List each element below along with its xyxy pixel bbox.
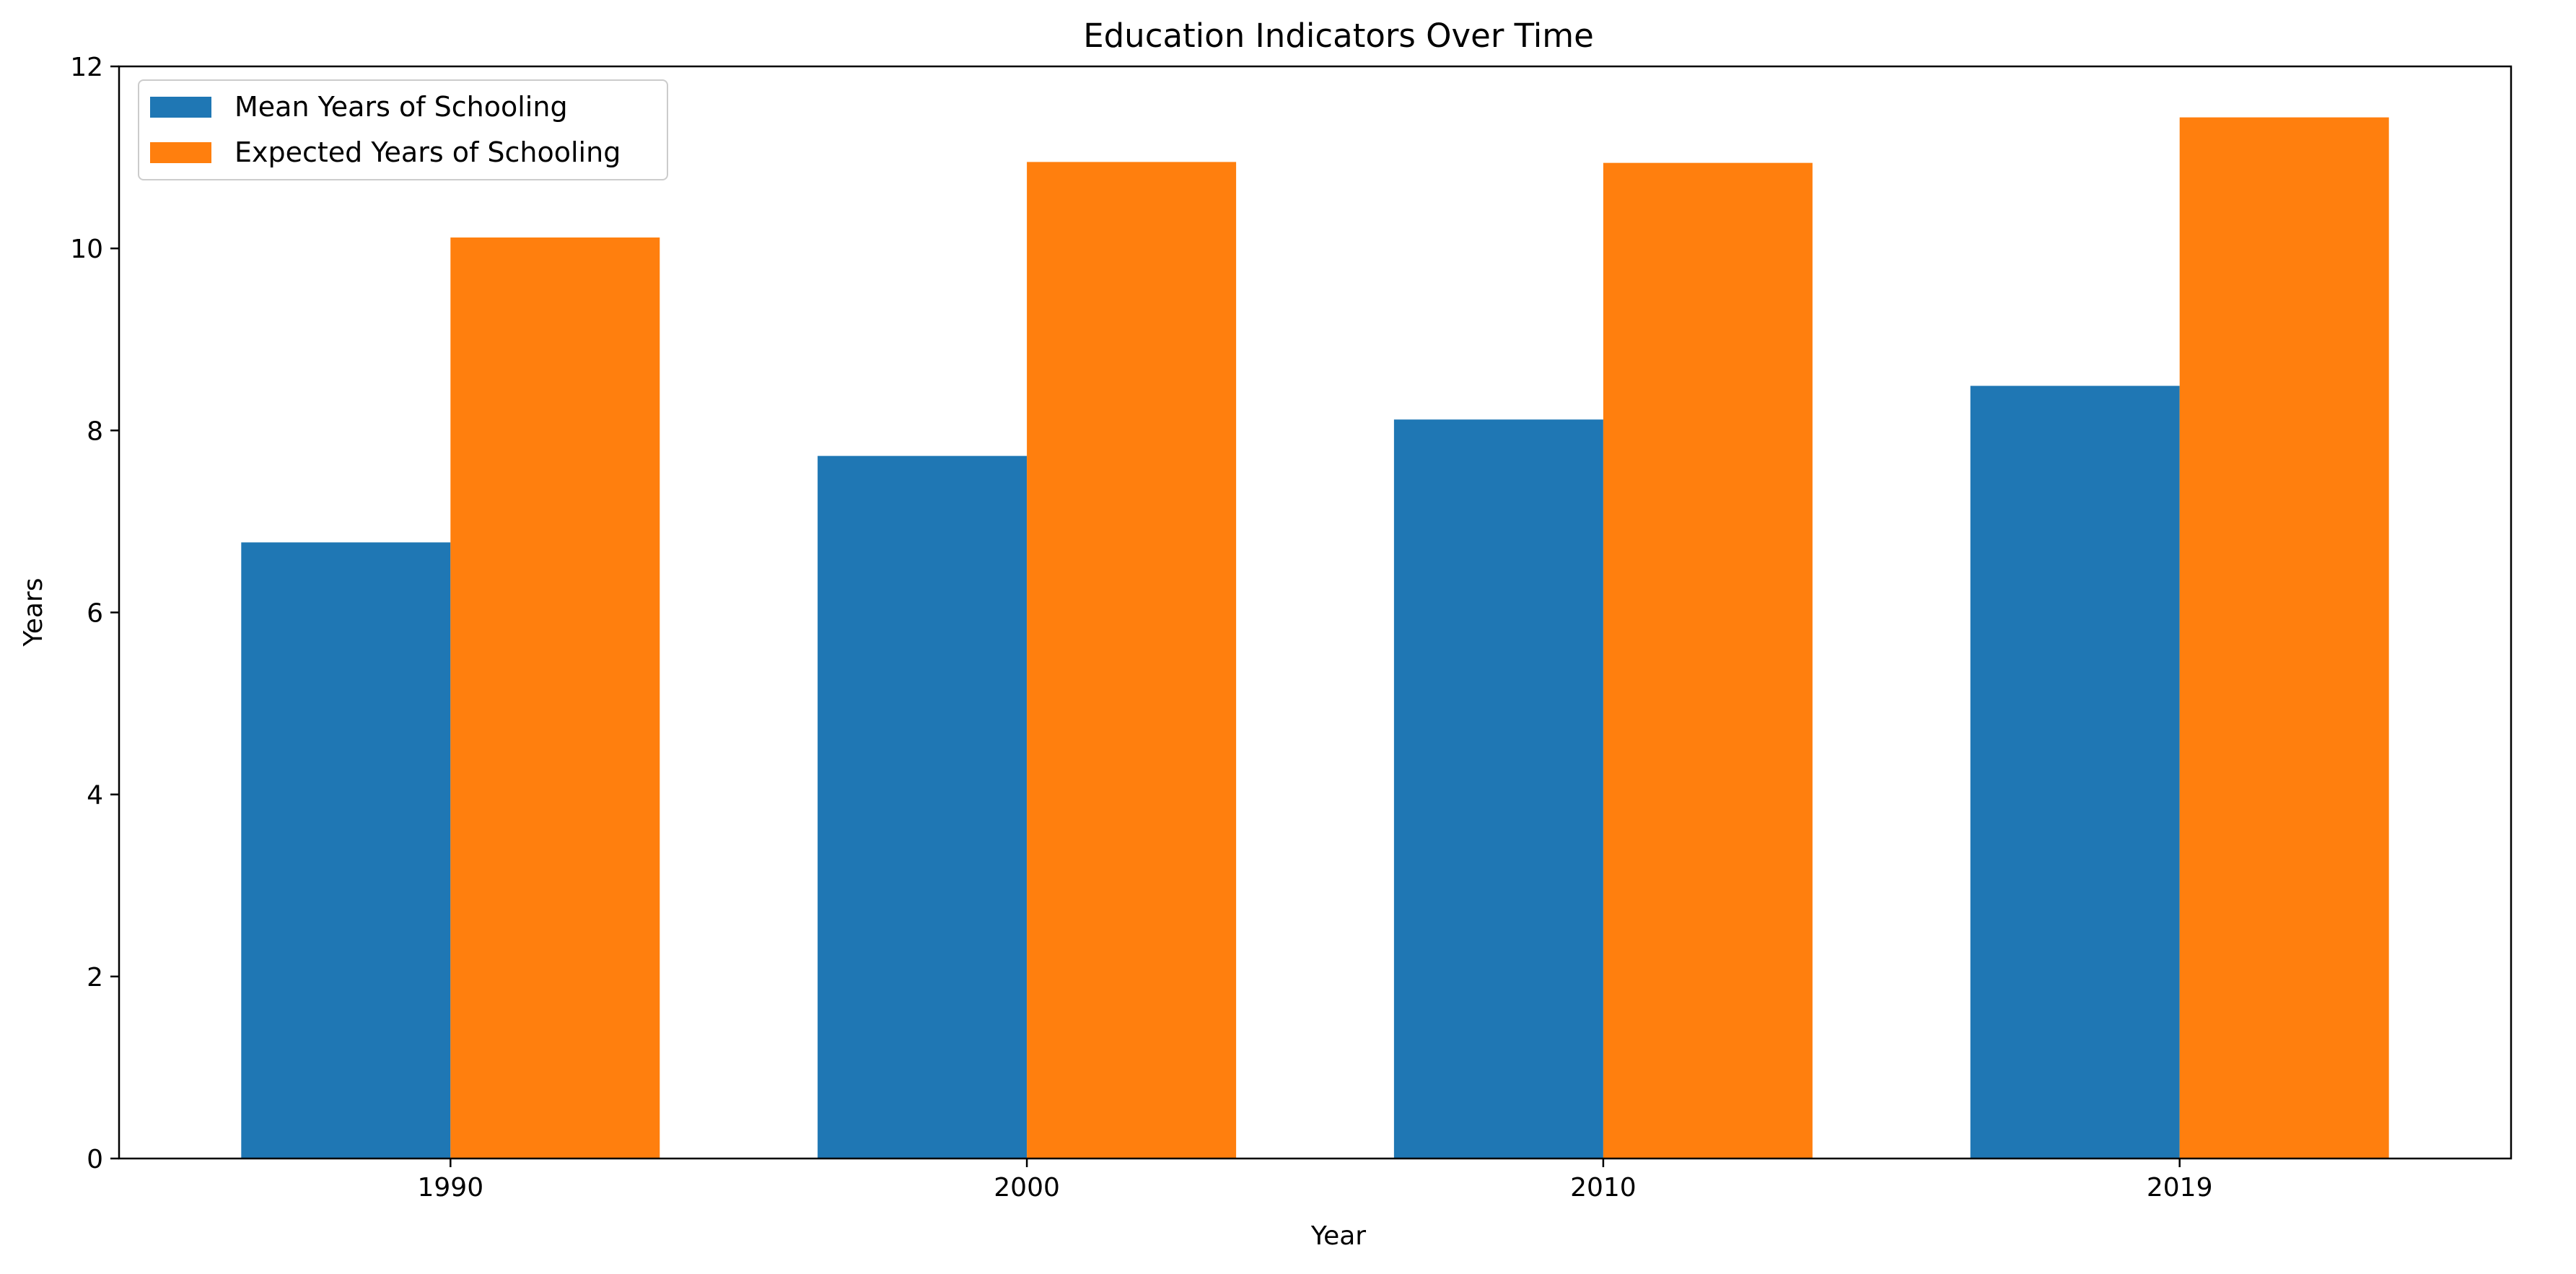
y-tick-label-2: 2 [87, 963, 103, 992]
bar-mean-2000 [818, 455, 1028, 1159]
y-tick-label-4: 4 [87, 781, 103, 811]
legend-frame [138, 79, 668, 180]
bar-expected-1990 [450, 237, 660, 1159]
y-axis-ticks: 0 2 4 6 8 10 12 [70, 53, 119, 1174]
legend-swatch-expected [150, 142, 211, 163]
legend: Mean Years of Schooling Expected Years of… [138, 79, 668, 180]
y-tick-label-8: 8 [87, 416, 103, 446]
chart-title: Education Indicators Over Time [1083, 17, 1594, 55]
legend-swatch-mean [150, 97, 211, 118]
x-tick-label-2019: 2019 [2147, 1173, 2213, 1203]
bars-layer [241, 117, 2389, 1159]
x-tick-label-1990: 1990 [417, 1173, 483, 1203]
x-tick-label-2010: 2010 [1570, 1173, 1637, 1203]
bar-expected-2010 [1603, 162, 1813, 1159]
legend-label-expected: Expected Years of Schooling [235, 136, 621, 168]
y-tick-label-0: 0 [87, 1145, 103, 1174]
legend-label-mean: Mean Years of Schooling [235, 91, 568, 123]
x-axis-ticks: 1990 2000 2010 2019 [417, 1159, 2213, 1203]
y-tick-label-6: 6 [87, 599, 103, 629]
y-tick-label-12: 12 [70, 53, 103, 82]
x-tick-label-2000: 2000 [994, 1173, 1060, 1203]
bar-expected-2000 [1027, 162, 1237, 1159]
bar-mean-1990 [241, 542, 451, 1159]
x-axis-label: Year [1310, 1221, 1366, 1251]
y-axis-label: Years [19, 578, 48, 647]
y-tick-label-10: 10 [70, 235, 103, 264]
bar-expected-2019 [2179, 117, 2389, 1159]
bar-mean-2019 [1970, 385, 2180, 1159]
plot-frame [118, 65, 2513, 1160]
bar-mean-2010 [1393, 419, 1603, 1159]
